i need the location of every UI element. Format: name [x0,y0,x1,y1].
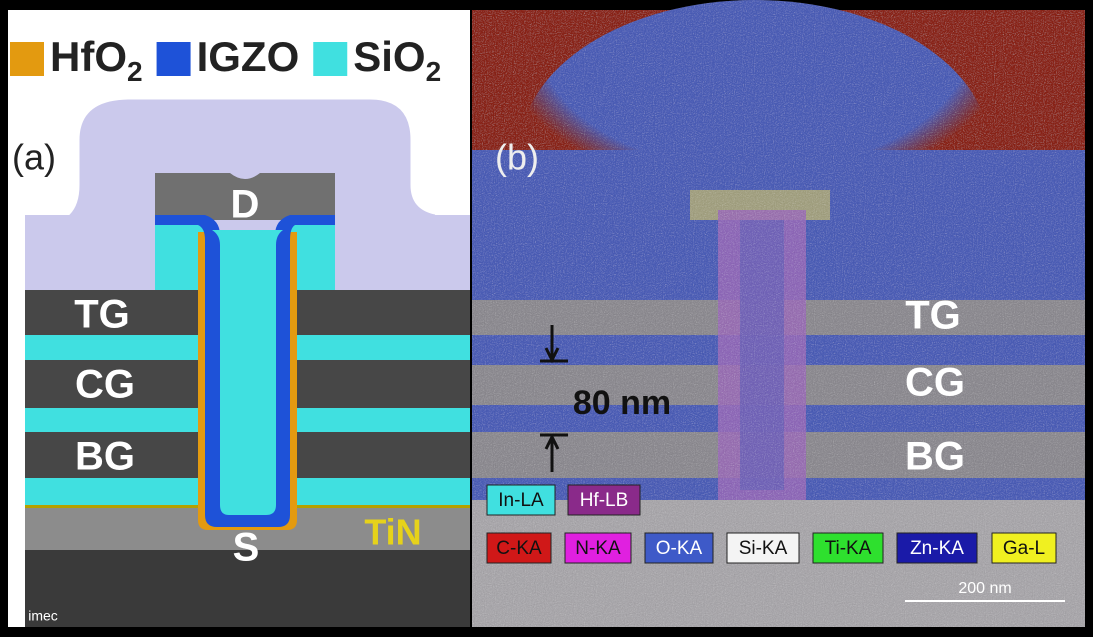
scale-label: 200 nm [958,580,1011,597]
legend: HfO2 IGZO SiO2 [10,33,441,87]
element-tag: Hf-LB [580,490,629,511]
element-tag: Si-KA [739,538,788,559]
layer-label: TG [905,294,961,338]
legend-subscript: 2 [127,56,143,87]
layer-label: TG [74,293,130,337]
element-tag-box [896,532,978,564]
tin-label: TiN [364,512,421,553]
dimension-label: 80 nm [573,384,671,422]
arrow-head [544,433,560,450]
legend-label: SiO2 [353,33,441,87]
legend-label: IGZO [197,33,300,80]
element-tag-box [644,532,714,564]
element-tag-box [812,532,884,564]
dimension-marker [540,325,568,472]
element-tag: In-LA [498,490,544,511]
layer-label: CG [905,361,965,405]
legend-text: IGZO [197,33,300,80]
element-tag: O-KA [656,538,703,559]
source-label: S [233,526,260,570]
element-tag: Ti-KA [825,538,872,559]
legend-text: SiO [353,33,425,80]
legend-subscript: 2 [426,56,442,87]
layer-label: CG [75,363,135,407]
element-tag-box [726,532,800,564]
pillar-core [740,220,784,490]
drain-label: D [231,183,260,227]
element-tag-box [486,532,552,564]
element-tag: N-KA [575,538,621,559]
substrate [25,550,470,627]
legend-text: HfO [50,33,127,80]
layer-label: BG [75,435,135,479]
layer-label: BG [905,435,965,479]
element-tag: Ga-L [1003,538,1045,559]
element-tag-box [567,484,641,516]
arrow-head [544,347,560,364]
element-tag-box [564,532,632,564]
element-tag: C-KA [496,538,542,559]
drain-contact [155,173,335,220]
element-tag-box [991,532,1057,564]
element-tag: Zn-KA [910,538,964,559]
panel-label: (a) [12,137,56,178]
sio2-core [212,230,283,515]
drain-oxide [155,220,205,290]
legend-swatch [10,42,44,76]
credit: © imec [14,608,58,624]
legend-label: HfO2 [50,33,143,87]
element-tag-box [486,484,556,516]
legend-swatch [156,42,191,76]
legend-swatch [313,42,348,76]
element-tags: In-LA Hf-LB C-KA N-KA O-KA Si-KA Ti-KA Zn-KA Ga-… [486,484,1057,564]
panel-label: (b) [495,137,539,178]
